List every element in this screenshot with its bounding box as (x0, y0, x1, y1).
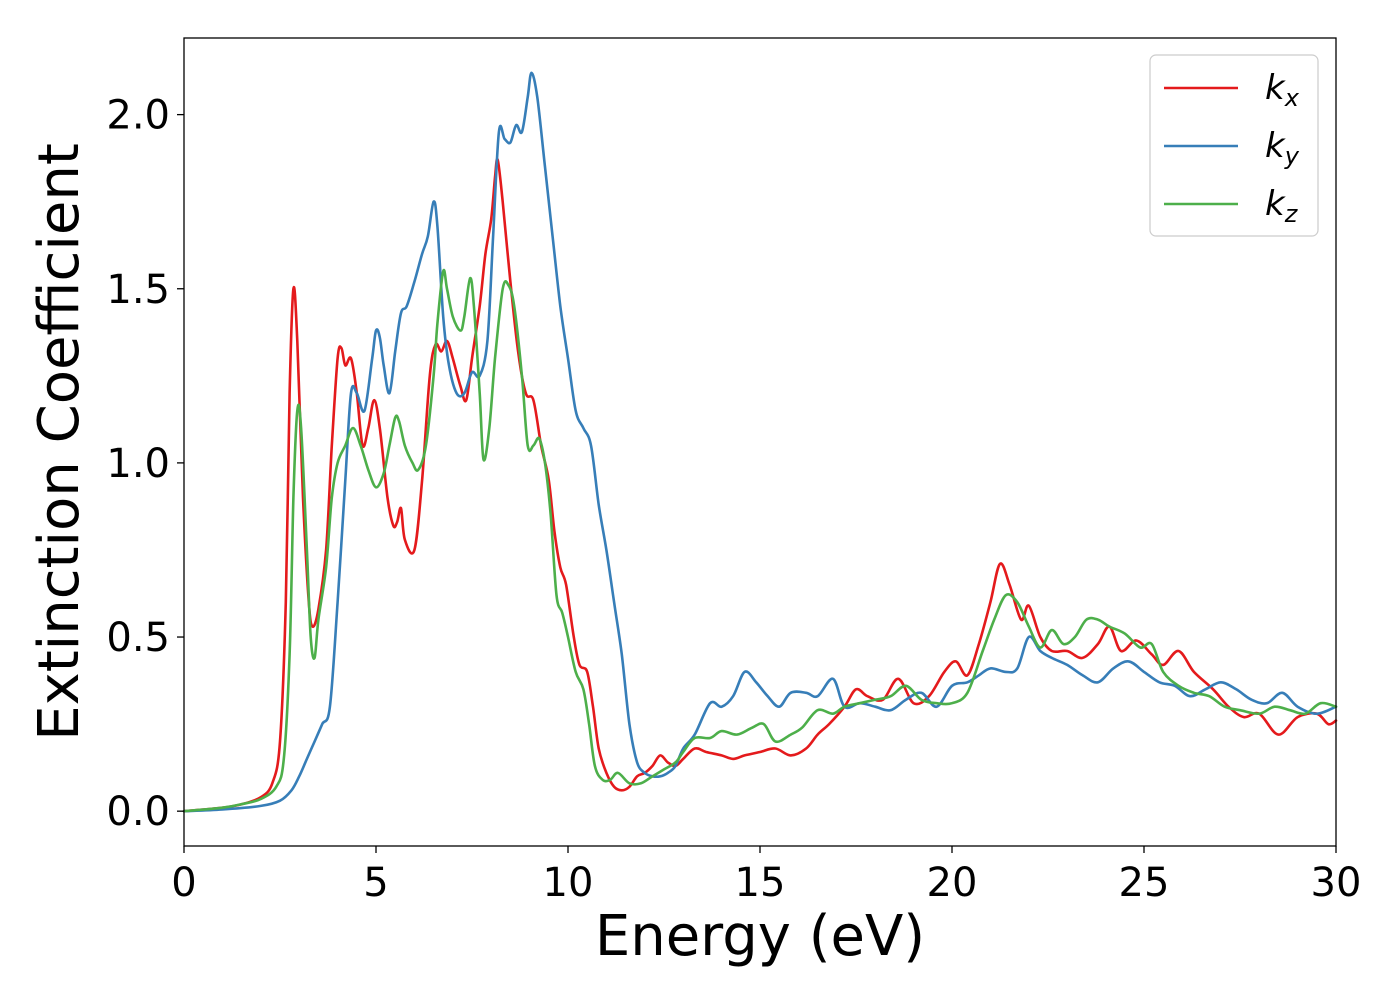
x-tick-label: 30 (1311, 860, 1362, 906)
x-tick-label: 15 (735, 860, 786, 906)
legend-label-subscript: x (1284, 84, 1300, 112)
x-tick-label: 0 (171, 860, 196, 906)
x-tick-label: 5 (363, 860, 388, 906)
series-line-ky (182, 71, 1338, 813)
series-line-kx (182, 157, 1338, 813)
x-axis-title: Energy (eV) (595, 904, 925, 969)
y-tick-label: 2.0 (106, 93, 170, 139)
y-tick-label: 0.5 (106, 615, 170, 661)
x-tick-label: 10 (543, 860, 594, 906)
series-layer (182, 71, 1338, 813)
legend-label-subscript: y (1284, 142, 1300, 170)
y-axis-ticks: 0.0 0.5 1.0 1.5 2.0 (106, 93, 184, 835)
plot-background (184, 38, 1336, 846)
y-tick-label: 1.0 (106, 441, 170, 487)
legend-label-subscript: z (1284, 200, 1299, 228)
y-tick-label: 0.0 (106, 789, 170, 835)
x-axis-ticks: 0 5 10 15 20 25 30 (171, 846, 1361, 906)
y-axis-title: Extinction Coefficient (27, 143, 92, 741)
x-tick-label: 20 (927, 860, 978, 906)
x-tick-label: 25 (1119, 860, 1170, 906)
series-line-kz (182, 268, 1338, 813)
y-tick-label: 1.5 (106, 267, 170, 313)
